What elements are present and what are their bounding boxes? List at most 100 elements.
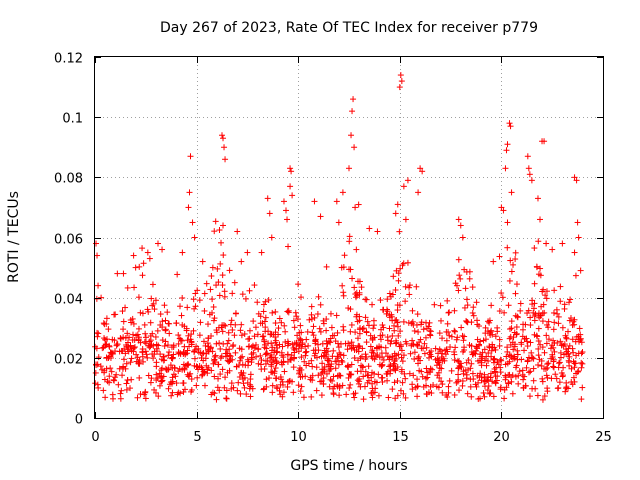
- data-point: [434, 355, 441, 362]
- x-tick-label: 0: [91, 430, 99, 445]
- data-point: [396, 84, 403, 91]
- data-point: [389, 317, 396, 324]
- data-point: [153, 359, 160, 366]
- data-point: [562, 332, 569, 339]
- data-point: [373, 345, 380, 352]
- data-point: [468, 360, 475, 367]
- data-point: [368, 374, 375, 381]
- data-point: [414, 311, 421, 318]
- data-point: [338, 357, 345, 364]
- data-point: [219, 132, 225, 139]
- data-point: [343, 391, 350, 398]
- data-point: [135, 294, 142, 301]
- data-point: [506, 326, 513, 333]
- data-point: [298, 345, 305, 352]
- data-point: [216, 292, 223, 299]
- data-point: [94, 329, 101, 336]
- data-point: [396, 228, 403, 235]
- data-point: [384, 334, 391, 341]
- data-point: [414, 393, 421, 400]
- data-point: [509, 390, 516, 397]
- data-point: [575, 333, 582, 340]
- data-point: [537, 216, 544, 223]
- data-point: [447, 344, 454, 351]
- data-point: [409, 307, 416, 314]
- data-point: [320, 381, 327, 388]
- data-point: [351, 354, 358, 361]
- data-point: [566, 353, 573, 360]
- data-point: [213, 282, 220, 289]
- data-point: [355, 201, 362, 208]
- data-point: [295, 281, 302, 288]
- data-point: [438, 378, 445, 385]
- data-point: [573, 352, 580, 359]
- data-point: [402, 216, 409, 223]
- data-point: [238, 258, 245, 265]
- data-point: [159, 246, 166, 253]
- data-point: [454, 357, 461, 364]
- data-point: [541, 309, 548, 316]
- data-point: [262, 351, 269, 358]
- data-point: [357, 368, 364, 375]
- data-point: [335, 372, 342, 379]
- data-point: [204, 370, 211, 377]
- data-point: [340, 289, 347, 296]
- data-point: [329, 377, 336, 384]
- data-point: [397, 265, 404, 272]
- data-point: [225, 329, 232, 336]
- data-point: [200, 338, 207, 345]
- data-point: [513, 362, 520, 369]
- data-point: [285, 307, 292, 314]
- data-point: [451, 357, 458, 364]
- data-point: [393, 355, 400, 362]
- data-point: [328, 324, 335, 331]
- data-point: [551, 340, 558, 347]
- data-point: [530, 377, 537, 384]
- data-point: [205, 364, 212, 371]
- data-point: [335, 344, 342, 351]
- data-point: [335, 219, 342, 226]
- data-point: [304, 328, 311, 335]
- data-point: [139, 272, 146, 279]
- data-point: [274, 348, 281, 355]
- data-point: [559, 324, 566, 331]
- data-point: [229, 343, 236, 350]
- data-point: [281, 368, 288, 375]
- data-point: [167, 362, 174, 369]
- data-point: [234, 228, 241, 235]
- data-point: [348, 339, 355, 346]
- data-point: [340, 323, 347, 330]
- data-point: [386, 363, 393, 370]
- data-point: [446, 309, 453, 316]
- data-point: [574, 219, 581, 226]
- data-point: [287, 165, 294, 172]
- data-point: [360, 325, 367, 332]
- data-point: [151, 386, 158, 393]
- data-point: [354, 318, 361, 325]
- data-point: [502, 376, 509, 383]
- data-point: [409, 386, 416, 393]
- data-point: [521, 347, 528, 354]
- data-point: [247, 393, 254, 400]
- data-point: [211, 315, 218, 322]
- data-point: [229, 356, 236, 363]
- data-point: [168, 392, 175, 399]
- data-point: [393, 316, 400, 323]
- data-point: [222, 322, 229, 329]
- data-point: [162, 327, 169, 334]
- data-point: [252, 324, 259, 331]
- data-point: [165, 342, 172, 349]
- data-point: [219, 366, 226, 373]
- data-point: [503, 147, 510, 154]
- data-point: [395, 351, 402, 358]
- axis-ticks: [95, 57, 604, 419]
- data-point: [258, 249, 265, 256]
- data-point: [136, 360, 143, 367]
- data-point: [556, 379, 563, 386]
- data-point: [165, 320, 172, 327]
- data-point: [158, 367, 165, 374]
- data-point: [156, 382, 163, 389]
- data-point: [360, 396, 367, 403]
- data-point: [315, 341, 322, 348]
- data-point: [187, 336, 194, 343]
